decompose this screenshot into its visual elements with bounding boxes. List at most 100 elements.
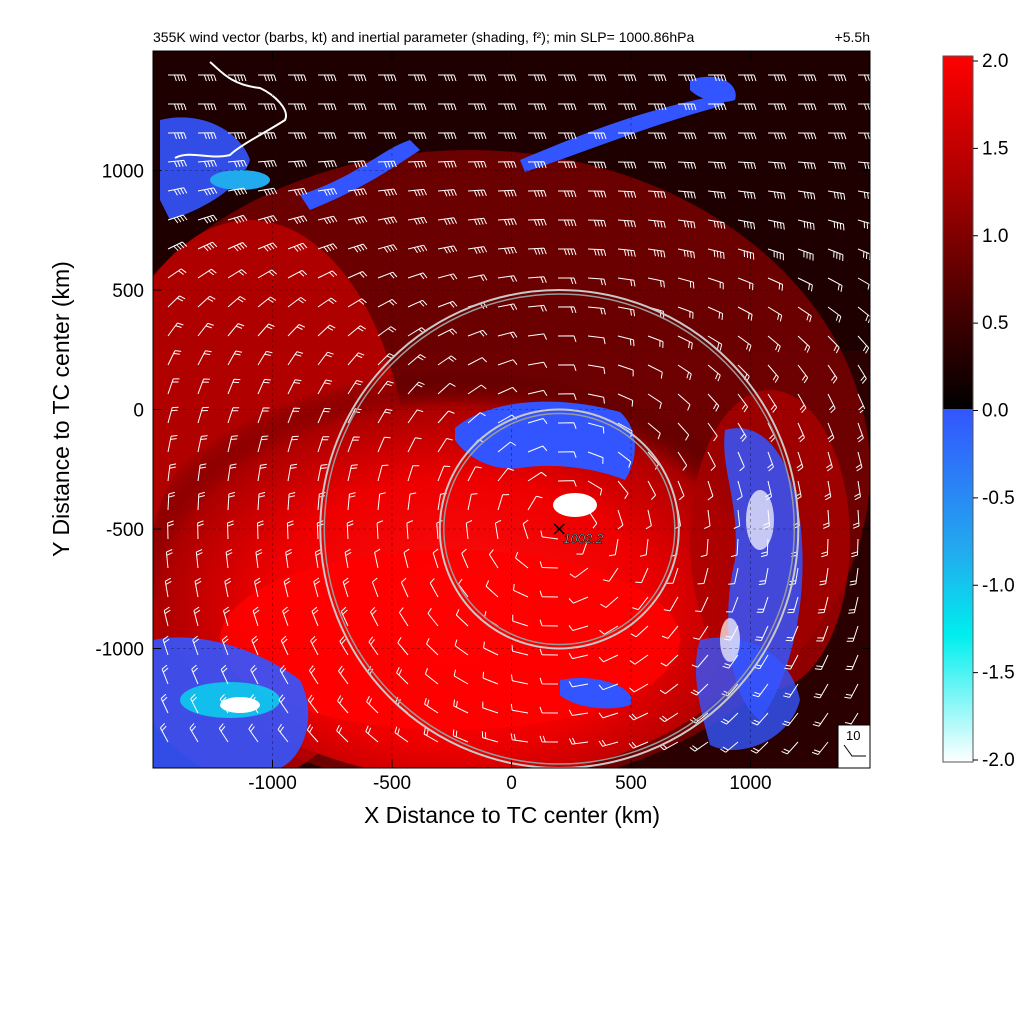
wind-barb-360 — [167, 491, 176, 511]
wind-barb-195 — [257, 296, 277, 308]
wind-barb-21 — [798, 74, 817, 82]
wind-barb-526 — [813, 683, 829, 699]
wind-barb-572 — [750, 741, 769, 754]
wind-barb-109 — [558, 190, 577, 198]
wind-barb-383 — [852, 509, 860, 529]
wind-barb-349 — [557, 480, 577, 487]
wind-barb-553 — [189, 723, 199, 743]
wind-barb-352 — [647, 480, 657, 501]
wind-barb-490 — [454, 639, 469, 656]
wind-barb-399 — [609, 538, 619, 557]
wind-barb-281 — [677, 393, 691, 411]
colorbar-tick-label-3: 0.5 — [982, 313, 1008, 334]
wind-barb-101 — [317, 188, 338, 196]
wind-barb-175 — [377, 271, 398, 279]
wind-barb-63 — [618, 132, 637, 140]
wind-barb-237 — [797, 335, 811, 353]
wind-barb-29 — [318, 103, 337, 111]
wind-barb-187 — [737, 277, 754, 291]
wind-barb-353 — [677, 480, 685, 501]
wind-barb-417 — [432, 548, 439, 569]
wind-barb-115 — [737, 190, 756, 200]
wind-barb-563 — [481, 731, 499, 743]
wind-barb-333 — [796, 451, 804, 472]
wind-barb-14 — [588, 74, 607, 82]
wind-barb-384 — [167, 520, 174, 540]
colorbar-tick-label-8: -2.0 — [982, 750, 1015, 771]
wind-barb-24 — [168, 103, 187, 111]
wind-barb-454 — [817, 596, 829, 614]
wind-barb-203 — [497, 303, 518, 311]
wind-barb-312 — [167, 435, 178, 453]
wind-barb-127 — [377, 216, 398, 225]
wind-barb-41 — [678, 103, 697, 111]
wind-barb-338 — [227, 463, 237, 482]
wind-barb-23 — [858, 74, 870, 82]
wind-barb-478 — [816, 625, 829, 642]
wind-barb-193 — [197, 295, 216, 308]
wind-barb-566 — [568, 737, 589, 745]
wind-barb-54 — [347, 132, 367, 140]
wind-barb-532 — [278, 694, 289, 714]
wind-barb-379 — [733, 509, 741, 529]
wind-barb-48 — [167, 132, 187, 140]
wind-barb-200 — [407, 299, 428, 308]
wind-barb-459 — [252, 606, 260, 627]
wind-barb-550 — [812, 712, 829, 727]
y-tick-label-0: 1000 — [102, 162, 144, 183]
wind-barb-84 — [527, 161, 547, 169]
wind-barb-283 — [737, 393, 749, 413]
wind-barb-411 — [255, 548, 263, 569]
range-ring-1 — [319, 289, 800, 768]
colorbar-tick-label-5: -0.5 — [982, 488, 1015, 509]
wind-barb-311 — [856, 422, 864, 443]
wind-barb-305 — [677, 422, 690, 441]
wind-barb-434 — [224, 577, 232, 598]
wind-barb-173 — [317, 270, 338, 279]
wind-barb-530 — [219, 694, 229, 714]
wind-barb-327 — [617, 451, 632, 468]
wind-barb-496 — [629, 654, 649, 665]
wind-barb-324 — [527, 445, 548, 453]
wind-barb-164 — [767, 248, 784, 261]
wind-barb-47 — [858, 103, 870, 111]
wind-barb-450 — [695, 596, 709, 613]
wind-barb-425 — [666, 567, 679, 584]
wind-barb-170 — [227, 269, 247, 279]
wind-barb-445 — [539, 590, 559, 598]
wind-barb-533 — [307, 694, 319, 714]
wind-barb-494 — [568, 652, 589, 660]
wind-barb-493 — [539, 648, 559, 656]
wind-barb-391 — [376, 520, 384, 540]
wind-barb-415 — [374, 548, 381, 569]
colorbar-ticks: 2.0 1.5 1.0 0.5 0.0 -0.5 -1.0 -1.5 -2.0 — [973, 51, 1015, 771]
wind-barb-291 — [257, 407, 270, 424]
wind-barb-207 — [617, 306, 636, 317]
wind-barb-73 — [197, 160, 217, 168]
wind-barb-243 — [257, 350, 273, 366]
wind-barb-558 — [336, 724, 349, 743]
wind-barb-46 — [828, 103, 847, 111]
wind-barb-396 — [522, 519, 529, 540]
wind-barb-337 — [197, 463, 207, 482]
wind-barb-480 — [162, 635, 170, 656]
tc-center-x — [553, 523, 565, 535]
wind-barb-171 — [257, 269, 277, 279]
colorbar-tick-label-4: 0.0 — [982, 401, 1008, 422]
wind-barb-486 — [339, 636, 349, 656]
wind-barb-253 — [557, 364, 577, 372]
wind-barb-49 — [197, 132, 217, 140]
wind-barb-457 — [193, 606, 201, 627]
wind-barb-53 — [317, 132, 337, 140]
wind-barb-222 — [347, 325, 366, 337]
wind-barb-362 — [227, 491, 236, 511]
wind-barb-239 — [857, 335, 870, 354]
wind-barb-320 — [407, 437, 422, 453]
wind-barb-438 — [342, 577, 350, 598]
wind-barb-50 — [227, 132, 247, 140]
wind-barb-82 — [467, 161, 487, 168]
wind-barb-453 — [787, 596, 799, 614]
wind-barb-395 — [494, 519, 502, 540]
wind-barb-359 — [854, 480, 861, 501]
wind-barb-189 — [797, 277, 813, 292]
